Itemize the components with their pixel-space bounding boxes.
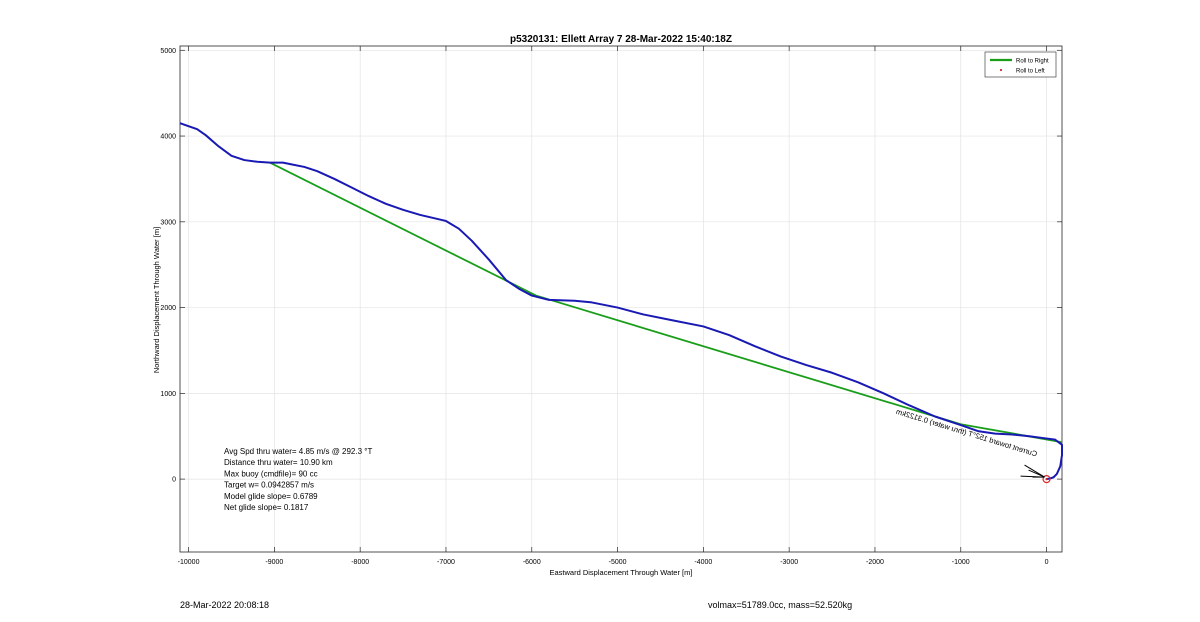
x-tick-label: -6000 bbox=[523, 559, 541, 566]
footer-timestamp: 28-Mar-2022 20:08:18 bbox=[180, 600, 270, 610]
legend-label-roll-right: Roll to Right bbox=[1016, 59, 1049, 65]
x-axis-label: Eastward Displacement Through Water [m] bbox=[550, 568, 693, 577]
start-marker-dot bbox=[1045, 478, 1048, 481]
y-axis-label: Northward Displacement Through Water [m] bbox=[152, 227, 161, 373]
current-annotation: Current toward 152°T (thru water) 0.3122… bbox=[895, 407, 1038, 459]
annotations: Avg Spd thru water= 4.85 m/s @ 292.3 °T D… bbox=[224, 407, 1038, 512]
stats-annotation-line: Avg Spd thru water= 4.85 m/s @ 292.3 °T bbox=[224, 447, 372, 456]
legend: Roll to Right Roll to Left bbox=[984, 51, 1057, 78]
series-layer bbox=[179, 122, 1063, 484]
plot-area bbox=[179, 45, 1063, 553]
x-tick-label: -3000 bbox=[780, 559, 798, 566]
y-tick-label: 1000 bbox=[160, 391, 176, 398]
stats-annotation-line: Distance thru water= 10.90 km bbox=[224, 458, 333, 467]
legend-box bbox=[984, 51, 1057, 78]
axis-ticks: -10000 -9000 -8000 -7000 -6000 -5000 -4000 -300… bbox=[160, 46, 1062, 566]
x-tick-label: -8000 bbox=[351, 559, 369, 566]
x-tick-label: -5000 bbox=[609, 559, 627, 566]
start-marker bbox=[1042, 475, 1051, 484]
x-tick-label: -9000 bbox=[265, 559, 283, 566]
series-line-roll-right bbox=[269, 161, 1063, 444]
chart-title: p5320131: Ellett Array 7 28-Mar-2022 15:… bbox=[510, 34, 732, 45]
x-tick-label: -1000 bbox=[952, 559, 970, 566]
x-tick-label: -2000 bbox=[866, 559, 884, 566]
stats-annotation-line: Max buoy (cmdfile)= 90 cc bbox=[224, 469, 318, 478]
stats-annotation-line: Model glide slope= 0.6789 bbox=[224, 492, 318, 501]
legend-swatch-roll-left bbox=[999, 68, 1003, 72]
y-tick-label: 3000 bbox=[160, 219, 176, 226]
x-tick-label: -10000 bbox=[178, 559, 200, 566]
y-tick-label: 2000 bbox=[160, 305, 176, 312]
current-arrow bbox=[1028, 469, 1045, 478]
x-tick-label: 0 bbox=[1045, 559, 1049, 566]
stats-annotation-line: Target w= 0.0942857 m/s bbox=[224, 481, 314, 490]
y-tick-label: 5000 bbox=[160, 48, 176, 55]
y-tick-label: 0 bbox=[172, 477, 176, 484]
x-tick-label: -7000 bbox=[437, 559, 455, 566]
series-line-track bbox=[179, 122, 1063, 481]
stats-annotation-line: Net glide slope= 0.1817 bbox=[224, 503, 309, 512]
y-tick-label: 4000 bbox=[160, 134, 176, 141]
legend-label-roll-left: Roll to Left bbox=[1016, 69, 1045, 75]
x-tick-label: -4000 bbox=[694, 559, 712, 566]
footer-vol-mass: volmax=51789.0cc, mass=52.520kg bbox=[708, 600, 853, 610]
